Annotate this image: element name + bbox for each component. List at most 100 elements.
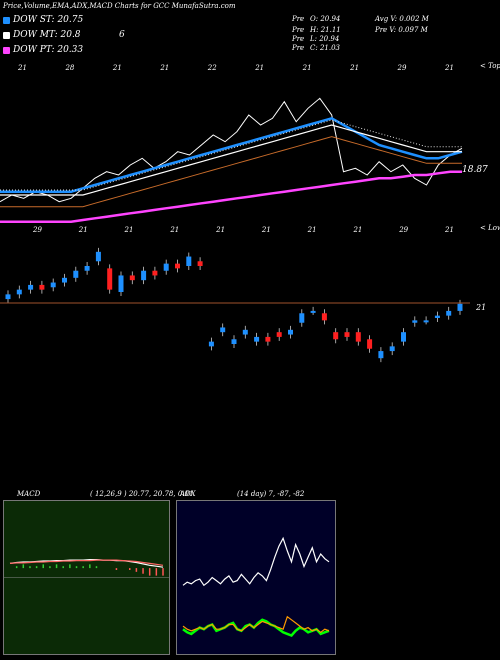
candle bbox=[333, 332, 339, 340]
legend-extra-value: 6 bbox=[119, 30, 125, 40]
date-label: 21 bbox=[261, 226, 271, 234]
candle bbox=[434, 315, 440, 318]
last-price-label: 18.87 bbox=[462, 165, 488, 175]
stat-pre-close-label: Pre bbox=[292, 44, 305, 52]
date-label: 21 bbox=[444, 64, 454, 72]
legend-swatch-dow-pt bbox=[3, 46, 10, 54]
candle bbox=[254, 336, 260, 342]
reference-value-label: 21 bbox=[476, 303, 487, 312]
series-companion bbox=[0, 136, 462, 208]
candle bbox=[95, 251, 101, 262]
date-label: 28 bbox=[64, 64, 74, 72]
candle bbox=[231, 339, 237, 344]
tops-note: < Tops bbox=[480, 62, 500, 70]
candle bbox=[5, 294, 11, 300]
candles bbox=[5, 247, 463, 363]
candle bbox=[197, 261, 203, 266]
candle bbox=[50, 282, 56, 288]
adx-label: ADX bbox=[180, 490, 196, 498]
candle bbox=[84, 266, 90, 271]
candle bbox=[299, 313, 305, 323]
candle bbox=[457, 303, 463, 311]
stat-pre-low-label: Pre bbox=[292, 35, 305, 43]
candle bbox=[423, 320, 429, 323]
stat-pre-open-label: Pre bbox=[292, 15, 305, 23]
candle bbox=[446, 310, 452, 316]
stat-pre-open-value: O: 20.94 bbox=[310, 15, 341, 23]
candle bbox=[344, 332, 350, 337]
legend-item-dow-pt: DOW PT: 20.33 bbox=[3, 45, 83, 55]
date-label: 22 bbox=[207, 64, 217, 72]
date-label: 21 bbox=[444, 226, 454, 234]
candle bbox=[355, 332, 361, 342]
candle bbox=[175, 263, 180, 269]
date-label: 29 bbox=[398, 226, 408, 234]
date-label: 21 bbox=[159, 64, 169, 72]
candle bbox=[401, 332, 406, 342]
candle bbox=[276, 332, 282, 337]
candle bbox=[265, 336, 271, 342]
macd-label: MACD bbox=[17, 490, 41, 498]
date-label: 21 bbox=[302, 64, 312, 72]
legend-swatch-dow-mt bbox=[3, 31, 10, 39]
date-label: 21 bbox=[169, 226, 179, 234]
candle bbox=[39, 284, 45, 290]
candle bbox=[73, 270, 79, 278]
lows-note: < Lows bbox=[480, 224, 500, 232]
candle bbox=[62, 277, 67, 283]
series-dow-st bbox=[0, 116, 463, 193]
adx-chart bbox=[182, 536, 330, 637]
series-price bbox=[0, 97, 463, 203]
stat-pre-low-value: L: 20.94 bbox=[310, 35, 340, 43]
legend-item-dow-mt: DOW MT: 20.8 bbox=[3, 30, 81, 40]
stat-pre-high-value: H: 21.11 bbox=[310, 26, 341, 34]
date-label: 29 bbox=[32, 226, 42, 234]
candle bbox=[28, 284, 34, 290]
candle bbox=[412, 320, 418, 323]
date-label: 29 bbox=[397, 64, 407, 72]
bottom-date-labels: 29 21 21 21 21 21 21 21 29 21 bbox=[32, 226, 454, 234]
series-dow-mt bbox=[0, 124, 462, 196]
candle bbox=[288, 329, 293, 335]
macd-panel bbox=[3, 500, 170, 655]
series-dow-pt bbox=[0, 170, 462, 223]
date-label: 21 bbox=[215, 226, 225, 234]
candle bbox=[152, 270, 158, 276]
candle bbox=[367, 339, 373, 349]
date-label: 21 bbox=[349, 64, 359, 72]
date-label: 21 bbox=[17, 64, 27, 72]
date-label: 21 bbox=[352, 226, 362, 234]
candle bbox=[107, 268, 113, 290]
candle bbox=[220, 327, 226, 333]
candle bbox=[321, 313, 327, 321]
candle bbox=[186, 256, 192, 266]
candle bbox=[129, 275, 135, 281]
series-signal bbox=[9, 559, 164, 566]
candle bbox=[208, 341, 214, 347]
date-label: 21 bbox=[112, 64, 122, 72]
ema-lines bbox=[0, 97, 463, 223]
page-title: Price,Volume,EMA,ADX,MACD Charts for GCC… bbox=[3, 2, 236, 10]
legend-label-dow-st: DOW ST: 20.75 bbox=[13, 15, 84, 25]
macd-params: ( 12,26,9 ) 20.77, 20.78, 0.01 bbox=[90, 490, 194, 498]
date-label: 21 bbox=[254, 64, 264, 72]
candle bbox=[242, 329, 248, 335]
candle bbox=[16, 289, 22, 295]
macd-chart bbox=[4, 559, 169, 578]
stat-avg-volume: Avg V: 0.002 M bbox=[375, 15, 429, 23]
stat-pre-close-value: C: 21.03 bbox=[310, 44, 340, 52]
series-adx bbox=[182, 536, 330, 587]
top-date-labels: 21 28 21 21 22 21 21 21 29 21 bbox=[17, 64, 454, 72]
date-label: 21 bbox=[124, 226, 134, 234]
date-label: 21 bbox=[78, 226, 88, 234]
stat-pre-volume: Pre V: 0.097 M bbox=[375, 26, 428, 34]
legend-label-dow-mt: DOW MT: 20.8 bbox=[13, 30, 81, 40]
legend-label-dow-pt: DOW PT: 20.33 bbox=[13, 45, 84, 55]
legend-swatch-dow-st bbox=[3, 16, 10, 24]
stat-pre-high-label: Pre bbox=[292, 26, 305, 34]
candle bbox=[118, 275, 124, 292]
candle bbox=[378, 351, 384, 359]
candle bbox=[310, 310, 316, 313]
candle bbox=[389, 346, 395, 352]
